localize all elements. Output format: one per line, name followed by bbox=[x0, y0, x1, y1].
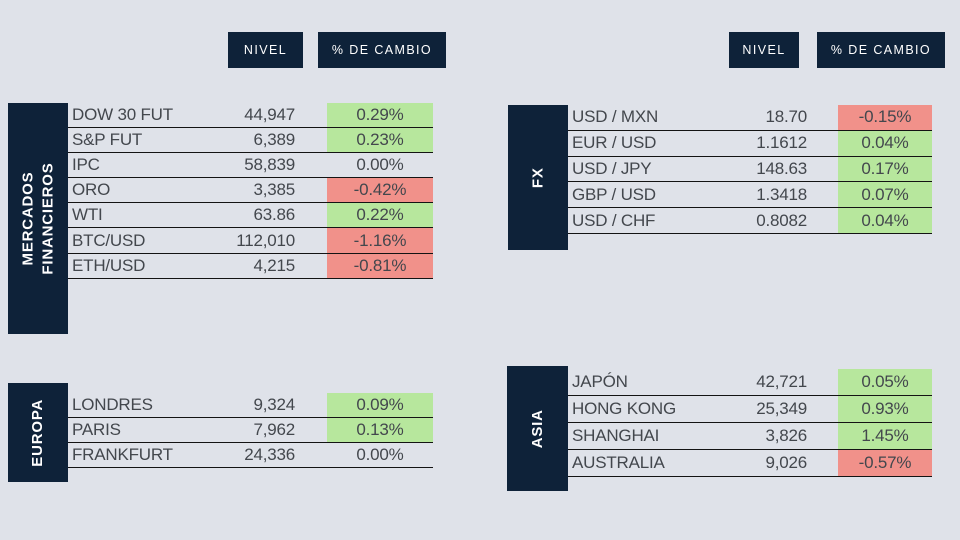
instrument-name: ETH/USD bbox=[72, 255, 146, 275]
level-value: 6,389 bbox=[253, 130, 295, 150]
level-value: 18.70 bbox=[765, 107, 807, 127]
table-row: USD / MXN 18.70 -0.15% bbox=[568, 105, 932, 131]
table-row: IPC 58,839 0.00% bbox=[68, 153, 433, 179]
change-value: 0.00% bbox=[356, 445, 404, 465]
table-row: WTI 63.86 0.22% bbox=[68, 203, 433, 229]
section-label-mercados-financieros: MERCADOS FINANCIEROS bbox=[8, 103, 68, 334]
table-row: PARIS 7,962 0.13% bbox=[68, 418, 433, 444]
table-mercados-financieros: DOW 30 FUT 44,947 0.29% S&P FUT 6,389 0.23% IP… bbox=[68, 103, 433, 279]
level-value: 25,349 bbox=[756, 399, 807, 418]
instrument-name: JAPÓN bbox=[572, 372, 628, 391]
level-value: 58,839 bbox=[244, 155, 295, 175]
table-row: AUSTRALIA 9,026 -0.57% bbox=[568, 450, 932, 477]
change-value: 0.17% bbox=[838, 156, 932, 182]
change-value: -0.57% bbox=[838, 450, 932, 476]
instrument-name: HONG KONG bbox=[572, 399, 676, 418]
instrument-name: SHANGHAI bbox=[572, 426, 660, 445]
section-label-europa: EUROPA bbox=[8, 383, 68, 482]
table-row: DOW 30 FUT 44,947 0.29% bbox=[68, 103, 433, 129]
table-row: LONDRES 9,324 0.09% bbox=[68, 393, 433, 419]
change-value: -0.15% bbox=[838, 105, 932, 130]
change-value: 0.22% bbox=[327, 203, 433, 228]
table-row: FRANKFURT 24,336 0.00% bbox=[68, 443, 433, 469]
change-value: -0.42% bbox=[327, 178, 433, 203]
instrument-name: AUSTRALIA bbox=[572, 453, 665, 472]
change-value: 0.05% bbox=[838, 369, 932, 395]
change-value: 0.93% bbox=[838, 396, 932, 422]
table-row: HONG KONG 25,349 0.93% bbox=[568, 396, 932, 423]
instrument-name: S&P FUT bbox=[72, 130, 143, 150]
table-row: GBP / USD 1.3418 0.07% bbox=[568, 182, 932, 209]
level-value: 24,336 bbox=[244, 445, 295, 465]
change-value: -0.81% bbox=[327, 253, 433, 278]
change-value: 0.09% bbox=[327, 393, 433, 418]
instrument-name: EUR / USD bbox=[572, 133, 657, 153]
column-header-nivel-left: NIVEL bbox=[228, 32, 303, 68]
level-value: 42,721 bbox=[756, 372, 807, 391]
instrument-name: GBP / USD bbox=[572, 184, 656, 204]
change-value: 0.04% bbox=[838, 208, 932, 233]
change-value: 0.04% bbox=[838, 130, 932, 156]
level-value: 112,010 bbox=[236, 230, 295, 250]
section-label-text: ASIA bbox=[528, 408, 546, 449]
table-europa: LONDRES 9,324 0.09% PARIS 7,962 0.13% FRANKFUR… bbox=[68, 393, 433, 469]
level-value: 4,215 bbox=[253, 255, 295, 275]
instrument-name: WTI bbox=[72, 205, 103, 225]
section-label-text: MERCADOS FINANCIEROS bbox=[19, 162, 57, 275]
table-asia: JAPÓN 42,721 0.05% HONG KONG 25,349 0.93% SHAN… bbox=[568, 369, 932, 477]
instrument-name: USD / CHF bbox=[572, 210, 656, 230]
level-value: 7,962 bbox=[253, 420, 295, 440]
table-row: EUR / USD 1.1612 0.04% bbox=[568, 130, 932, 157]
instrument-name: BTC/USD bbox=[72, 230, 146, 250]
table-row: USD / CHF 0.8082 0.04% bbox=[568, 208, 932, 234]
instrument-name: USD / MXN bbox=[572, 107, 659, 127]
instrument-name: ORO bbox=[72, 180, 111, 200]
change-value: 0.00% bbox=[356, 155, 404, 175]
change-value: 1.45% bbox=[838, 423, 932, 449]
instrument-name: DOW 30 FUT bbox=[72, 105, 173, 125]
level-value: 44,947 bbox=[244, 105, 295, 125]
level-value: 148.63 bbox=[756, 158, 807, 178]
change-value: 0.07% bbox=[838, 182, 932, 208]
column-header-nivel-right: NIVEL bbox=[729, 32, 799, 68]
table-row: BTC/USD 112,010 -1.16% bbox=[68, 228, 433, 254]
level-value: 0.8082 bbox=[756, 210, 807, 230]
column-header-cambio-right: % DE CAMBIO bbox=[817, 32, 945, 68]
table-row: ETH/USD 4,215 -0.81% bbox=[68, 253, 433, 279]
section-label-text: FX bbox=[529, 167, 547, 188]
section-label-asia: ASIA bbox=[507, 366, 568, 491]
change-value: -1.16% bbox=[327, 228, 433, 253]
instrument-name: LONDRES bbox=[72, 395, 153, 415]
level-value: 3,826 bbox=[765, 426, 807, 445]
level-value: 3,385 bbox=[253, 180, 295, 200]
column-header-cambio-left: % DE CAMBIO bbox=[318, 32, 446, 68]
section-label-fx: FX bbox=[508, 105, 568, 250]
level-value: 1.1612 bbox=[756, 133, 807, 153]
table-row: JAPÓN 42,721 0.05% bbox=[568, 369, 932, 396]
level-value: 9,026 bbox=[765, 453, 807, 472]
instrument-name: PARIS bbox=[72, 420, 121, 440]
instrument-name: USD / JPY bbox=[572, 158, 652, 178]
change-value: 0.13% bbox=[327, 418, 433, 443]
table-fx: USD / MXN 18.70 -0.15% EUR / USD 1.1612 0.04%… bbox=[568, 105, 932, 234]
table-row: SHANGHAI 3,826 1.45% bbox=[568, 423, 932, 450]
instrument-name: FRANKFURT bbox=[72, 445, 173, 465]
level-value: 9,324 bbox=[253, 395, 295, 415]
level-value: 63.86 bbox=[253, 205, 295, 225]
instrument-name: IPC bbox=[72, 155, 100, 175]
change-value: 0.23% bbox=[327, 128, 433, 153]
section-label-text: EUROPA bbox=[29, 398, 47, 467]
level-value: 1.3418 bbox=[756, 184, 807, 204]
table-row: USD / JPY 148.63 0.17% bbox=[568, 156, 932, 183]
table-row: S&P FUT 6,389 0.23% bbox=[68, 128, 433, 154]
change-value: 0.29% bbox=[327, 103, 433, 128]
table-row: ORO 3,385 -0.42% bbox=[68, 178, 433, 204]
